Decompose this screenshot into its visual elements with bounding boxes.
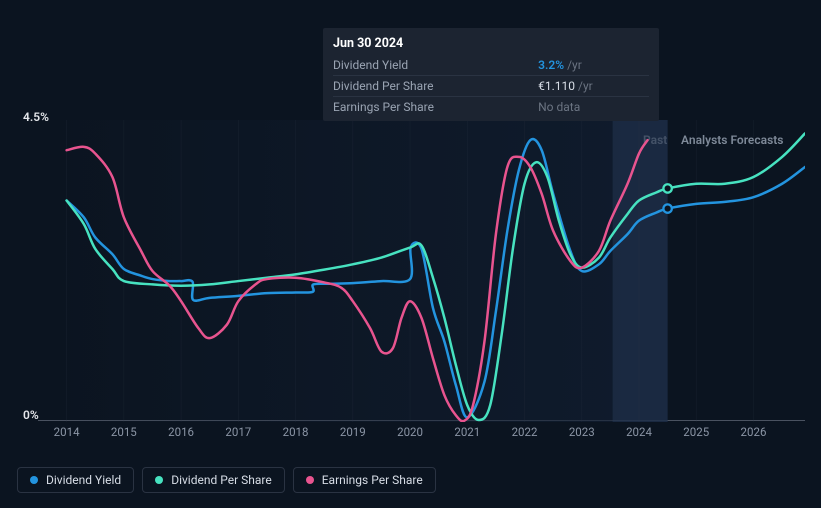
x-axis-tick: 2024 <box>626 425 652 439</box>
x-axis-tick: 2018 <box>283 425 309 439</box>
x-axis-tick: 2021 <box>454 425 480 439</box>
chart-legend: Dividend Yield Dividend Per Share Earnin… <box>17 467 436 493</box>
legend-item-earnings-per-share[interactable]: Earnings Per Share <box>293 467 436 493</box>
x-axis-tick: 2015 <box>111 425 137 439</box>
legend-label: Dividend Yield <box>46 473 121 487</box>
x-axis-tick: 2014 <box>54 425 80 439</box>
dividend-chart[interactable]: 4.5% 0% Past Analysts Forecasts 20142015… <box>15 100 805 445</box>
tooltip-row-value: 3.2%/yr <box>538 55 649 76</box>
tooltip-row-label: Earnings Per Share <box>333 97 538 118</box>
x-axis-tick: 2020 <box>397 425 423 439</box>
tooltip-table: Dividend Yield 3.2%/yr Dividend Per Shar… <box>333 55 649 117</box>
legend-label: Earnings Per Share <box>322 473 423 487</box>
y-axis-min-label: 0% <box>23 408 39 422</box>
legend-item-dividend-yield[interactable]: Dividend Yield <box>17 467 134 493</box>
x-axis-tick: 2019 <box>340 425 366 439</box>
legend-item-dividend-per-share[interactable]: Dividend Per Share <box>142 467 285 493</box>
legend-dot-icon <box>30 476 38 484</box>
legend-dot-icon <box>306 476 314 484</box>
tooltip-row-value: €1.110/yr <box>538 76 649 97</box>
tooltip-row-label: Dividend Per Share <box>333 76 538 97</box>
chart-plot-area[interactable] <box>38 120 805 422</box>
x-axis-tick: 2022 <box>512 425 538 439</box>
x-axis-tick: 2016 <box>168 425 194 439</box>
tooltip-row-value: No data <box>538 97 649 118</box>
x-axis-tick: 2023 <box>569 425 595 439</box>
x-axis-tick: 2026 <box>741 425 767 439</box>
chart-tooltip: Jun 30 2024 Dividend Yield 3.2%/yr Divid… <box>323 28 659 121</box>
tooltip-row-label: Dividend Yield <box>333 55 538 76</box>
tooltip-date: Jun 30 2024 <box>333 34 649 55</box>
x-axis: 2014 2015 2016 2017 2018 2019 2020 2021 2022 2023… <box>15 425 805 445</box>
x-axis-tick: 2025 <box>683 425 709 439</box>
legend-label: Dividend Per Share <box>171 473 272 487</box>
x-axis-tick: 2017 <box>225 425 251 439</box>
legend-dot-icon <box>155 476 163 484</box>
